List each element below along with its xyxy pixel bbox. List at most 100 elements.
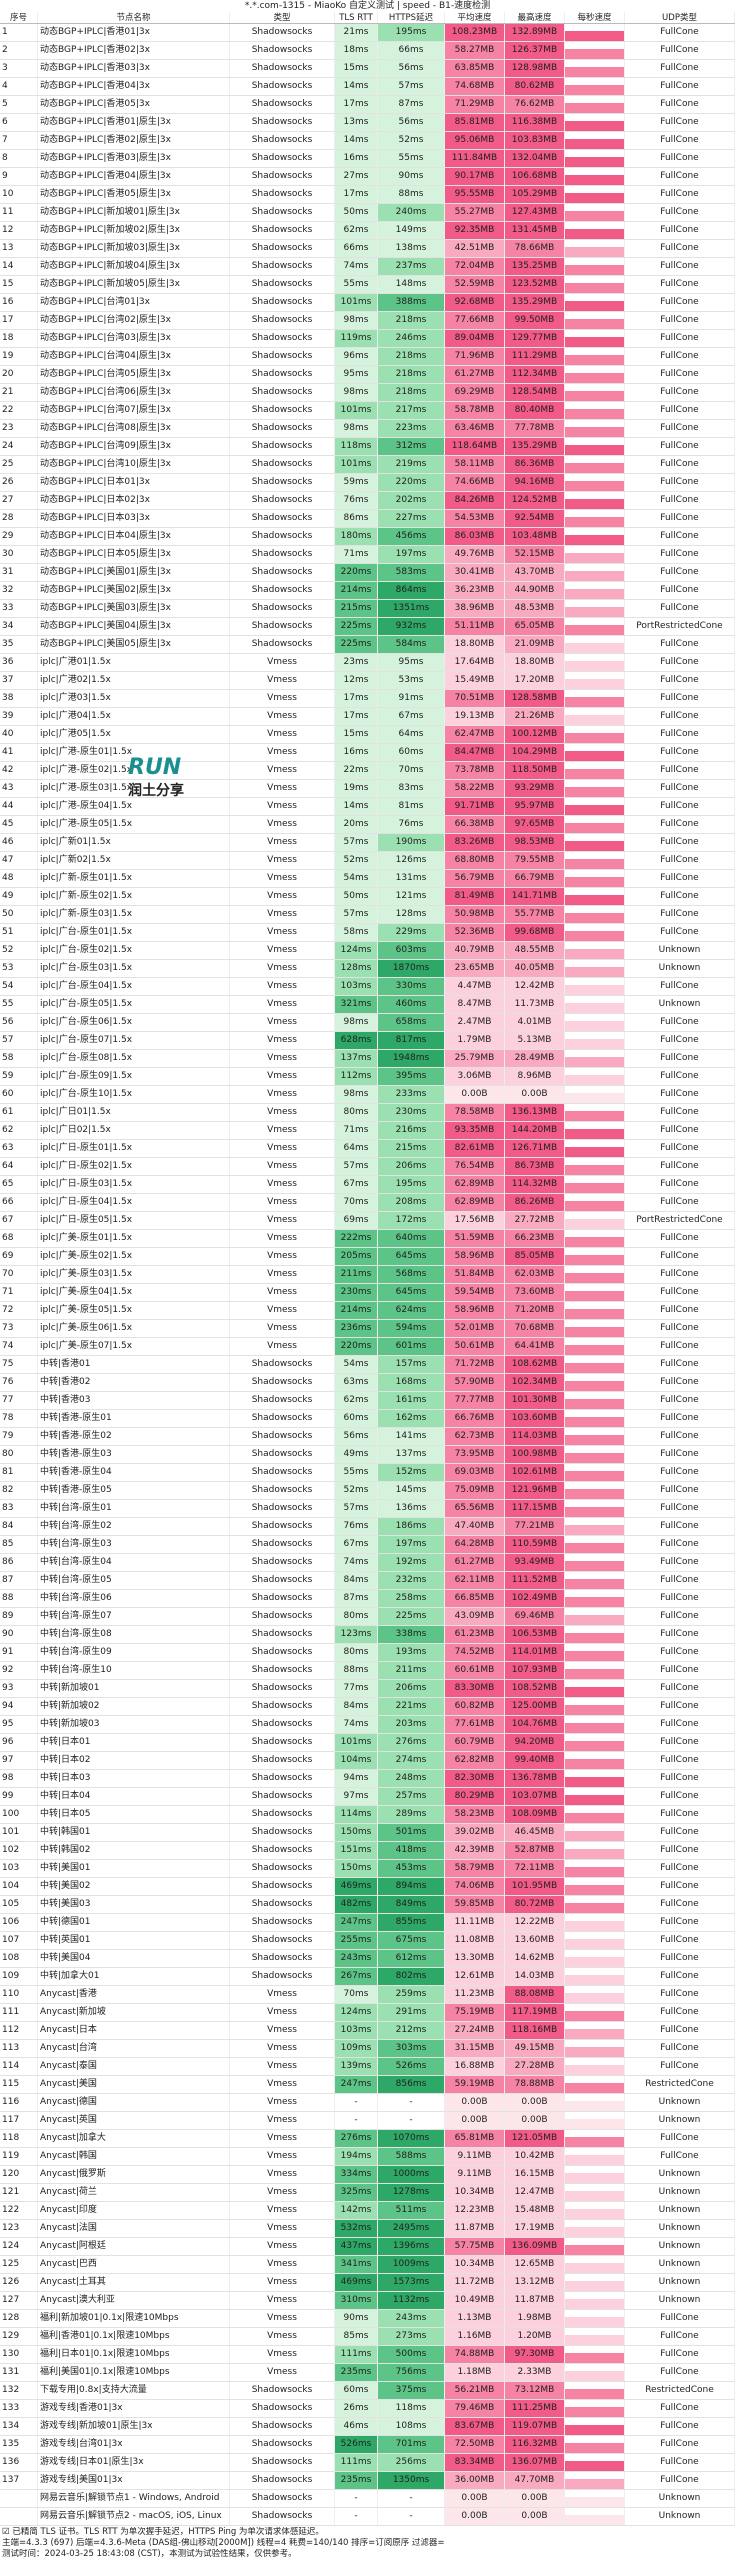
udp-type: FullCone bbox=[625, 150, 735, 167]
udp-type: RestrictedCone bbox=[625, 2076, 735, 2093]
avg-speed: 11.11MB bbox=[445, 1914, 505, 1931]
max-speed: 136.78MB bbox=[505, 1770, 565, 1787]
node-name: iplc|广港05|1.5x bbox=[38, 726, 230, 743]
https-latency: 227ms bbox=[378, 510, 445, 527]
result-row: 28 动态BGP+IPLC|日本03|3x Shadowsocks 86ms 227ms… bbox=[0, 510, 735, 528]
per-second-speed bbox=[565, 366, 625, 383]
row-index: 32 bbox=[0, 582, 38, 599]
node-name: Anycast|巴西 bbox=[38, 2256, 230, 2273]
udp-type: FullCone bbox=[625, 186, 735, 203]
node-type: Vmess bbox=[230, 2364, 335, 2381]
https-latency: 289ms bbox=[378, 1806, 445, 1823]
avg-speed: 11.08MB bbox=[445, 1932, 505, 1949]
https-latency: 219ms bbox=[378, 456, 445, 473]
max-speed: 132.04MB bbox=[505, 150, 565, 167]
result-row: 22 动态BGP+IPLC|台湾07|原生|3x Shadowsocks 101ms 2… bbox=[0, 402, 735, 420]
tls-rtt: 60ms bbox=[335, 1410, 378, 1427]
udp-type: FullCone bbox=[625, 1608, 735, 1625]
https-latency: 568ms bbox=[378, 1266, 445, 1283]
node-name: Anycast|美国 bbox=[38, 2076, 230, 2093]
tls-rtt: 150ms bbox=[335, 1860, 378, 1877]
max-speed: 46.45MB bbox=[505, 1824, 565, 1841]
https-latency: 95ms bbox=[378, 654, 445, 671]
https-latency: 131ms bbox=[378, 870, 445, 887]
max-speed: 43.70MB bbox=[505, 564, 565, 581]
row-index: 98 bbox=[0, 1770, 38, 1787]
node-name: 动态BGP+IPLC|台湾08|原生|3x bbox=[38, 420, 230, 437]
max-speed: 128.98MB bbox=[505, 60, 565, 77]
per-second-speed bbox=[565, 492, 625, 509]
avg-speed: 8.47MB bbox=[445, 996, 505, 1013]
avg-speed: 43.09MB bbox=[445, 1608, 505, 1625]
avg-speed: 51.11MB bbox=[445, 618, 505, 635]
node-name: iplc|广日-原生05|1.5x bbox=[38, 1212, 230, 1229]
max-speed: 108.09MB bbox=[505, 1806, 565, 1823]
max-speed: 0.00B bbox=[505, 2490, 565, 2507]
row-index: 131 bbox=[0, 2364, 38, 2381]
per-second-speed bbox=[565, 1518, 625, 1535]
node-name: 网易云音乐|解锁节点1 - Windows, Android bbox=[38, 2490, 230, 2507]
row-index: 89 bbox=[0, 1608, 38, 1625]
row-index: 6 bbox=[0, 114, 38, 131]
tls-rtt: 59ms bbox=[335, 474, 378, 491]
https-latency: 932ms bbox=[378, 618, 445, 635]
https-latency: 126ms bbox=[378, 852, 445, 869]
per-second-speed bbox=[565, 1752, 625, 1769]
udp-type: FullCone bbox=[625, 1752, 735, 1769]
node-type: Vmess bbox=[230, 2184, 335, 2201]
node-name: iplc|广台-原生02|1.5x bbox=[38, 942, 230, 959]
node-name: 动态BGP+IPLC|台湾07|原生|3x bbox=[38, 402, 230, 419]
node-type: Shadowsocks bbox=[230, 1644, 335, 1661]
tls-rtt: 84ms bbox=[335, 1698, 378, 1715]
https-latency: 215ms bbox=[378, 1140, 445, 1157]
tls-rtt: 46ms bbox=[335, 2418, 378, 2435]
tls-rtt: - bbox=[335, 2094, 378, 2111]
tls-rtt: 101ms bbox=[335, 402, 378, 419]
footer-line: 主端=4.3.3 (697) 后端=4.3.6-Meta (DAS组-佛山移动[… bbox=[2, 2538, 445, 2548]
avg-speed: 30.41MB bbox=[445, 564, 505, 581]
https-latency: 64ms bbox=[378, 726, 445, 743]
per-second-speed bbox=[565, 1374, 625, 1391]
node-name: 游戏专线|台湾01|3x bbox=[38, 2436, 230, 2453]
https-latency: 395ms bbox=[378, 1068, 445, 1085]
row-index: 34 bbox=[0, 618, 38, 635]
node-type: Shadowsocks bbox=[230, 1950, 335, 1967]
result-row: 37 iplc|广港02|1.5x Vmess 12ms 53ms 15.49MB 17.2… bbox=[0, 672, 735, 690]
row-index: 43 bbox=[0, 780, 38, 797]
node-name: 中转|香港-原生03 bbox=[38, 1446, 230, 1463]
node-name: 中转|德国01 bbox=[38, 1914, 230, 1931]
node-type: Vmess bbox=[230, 888, 335, 905]
max-speed: 21.09MB bbox=[505, 636, 565, 653]
tls-rtt: 85ms bbox=[335, 2328, 378, 2345]
udp-type: FullCone bbox=[625, 1050, 735, 1067]
row-index: 19 bbox=[0, 348, 38, 365]
node-name: 中转|台湾-原生06 bbox=[38, 1590, 230, 1607]
udp-type: FullCone bbox=[625, 2400, 735, 2417]
https-latency: 208ms bbox=[378, 1194, 445, 1211]
node-name: 中转|美国01 bbox=[38, 1860, 230, 1877]
udp-type: FullCone bbox=[625, 24, 735, 41]
node-name: iplc|广台-原生10|1.5x bbox=[38, 1086, 230, 1103]
tls-rtt: 58ms bbox=[335, 924, 378, 941]
per-second-speed bbox=[565, 654, 625, 671]
node-name: 中转|新加坡02 bbox=[38, 1698, 230, 1715]
result-row: 网易云音乐|解锁节点1 - Windows, Android Shadowsock… bbox=[0, 2490, 735, 2508]
avg-speed: 1.16MB bbox=[445, 2328, 505, 2345]
node-type: Vmess bbox=[230, 744, 335, 761]
node-type: Vmess bbox=[230, 2274, 335, 2291]
https-latency: 108ms bbox=[378, 2418, 445, 2435]
node-name: 动态BGP+IPLC|新加坡04|原生|3x bbox=[38, 258, 230, 275]
row-index: 113 bbox=[0, 2040, 38, 2057]
per-second-speed bbox=[565, 708, 625, 725]
row-index: 127 bbox=[0, 2292, 38, 2309]
node-name: iplc|广台-原生08|1.5x bbox=[38, 1050, 230, 1067]
avg-speed: 39.02MB bbox=[445, 1824, 505, 1841]
node-name: 中转|美国04 bbox=[38, 1950, 230, 1967]
tls-rtt: 325ms bbox=[335, 2184, 378, 2201]
max-speed: 80.62MB bbox=[505, 78, 565, 95]
avg-speed: 52.36MB bbox=[445, 924, 505, 941]
max-speed: 136.13MB bbox=[505, 1104, 565, 1121]
avg-speed: 108.23MB bbox=[445, 24, 505, 41]
udp-type: FullCone bbox=[625, 492, 735, 509]
per-second-speed bbox=[565, 330, 625, 347]
